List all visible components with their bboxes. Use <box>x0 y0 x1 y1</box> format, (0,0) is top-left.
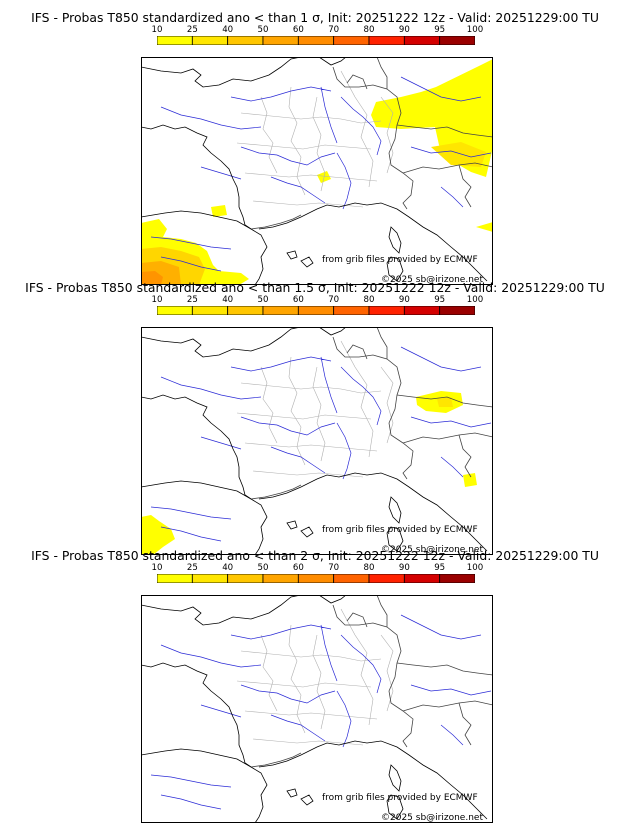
colorbar-tick-label: 95 <box>434 295 446 305</box>
copyright-text: ©2025 sb@irizone.net <box>381 545 483 555</box>
map-frame <box>141 327 493 555</box>
colorbar-tick-label: 95 <box>434 563 446 573</box>
colorbar-segment <box>368 574 405 583</box>
region-borders <box>236 70 394 208</box>
colorbar-ticks: 10 25 40 50 60 70 80 90 95 100 <box>152 295 484 306</box>
credit-text: from grib files provided by ECMWF <box>322 793 478 803</box>
colorbar-segment <box>227 306 264 315</box>
panel-title: IFS - Probas T850 standardized ano < tha… <box>25 280 605 295</box>
colorbar <box>157 574 475 583</box>
coastline <box>141 327 488 555</box>
colorbar-tick-label: 10 <box>151 563 163 573</box>
colorbar-tick-label: 90 <box>398 25 410 35</box>
map: from grib files provided by ECMWF ©2025 … <box>141 595 493 823</box>
colorbar-segment <box>333 574 370 583</box>
colorbar-ticks: 10 25 40 50 60 70 80 90 95 100 <box>152 25 484 36</box>
colorbar-segment <box>191 574 229 583</box>
colorbar-segment <box>262 574 299 583</box>
colorbar-segment <box>439 574 475 583</box>
map-panel-3: IFS - Probas T850 standardized ano < tha… <box>0 547 630 823</box>
colorbar-tick-label: 100 <box>466 563 484 573</box>
colorbar-segment <box>403 574 441 583</box>
colorbar-tick-label: 70 <box>328 295 340 305</box>
colorbar-segment <box>157 574 193 583</box>
colorbar-tick-label: 50 <box>257 25 269 35</box>
colorbar-segment <box>227 574 264 583</box>
colorbar-tick-label: 80 <box>363 25 375 35</box>
map-base <box>141 327 493 555</box>
colorbar-tick-label: 25 <box>186 563 198 573</box>
colorbar-tick-label: 25 <box>186 25 198 35</box>
colorbar-segment <box>262 306 299 315</box>
country-borders <box>244 57 493 230</box>
colorbar-segment <box>403 36 441 45</box>
colorbar <box>157 306 475 315</box>
region-borders <box>236 608 394 746</box>
region-borders <box>236 340 394 478</box>
credit-text: from grib files provided by ECMWF <box>322 255 478 265</box>
colorbar-segment <box>368 36 405 45</box>
colorbar-tick-label: 40 <box>222 25 234 35</box>
credit-text: from grib files provided by ECMWF <box>322 525 478 535</box>
copyright-text: ©2025 sb@irizone.net <box>381 275 483 285</box>
colorbar-segment <box>297 574 335 583</box>
colorbar-tick-label: 60 <box>292 295 304 305</box>
copyright-text: ©2025 sb@irizone.net <box>381 813 483 823</box>
colorbar-segment <box>191 36 229 45</box>
rivers <box>150 346 492 542</box>
map: from grib files provided by ECMWF ©2025 … <box>141 327 493 555</box>
colorbar-tick-label: 25 <box>186 295 198 305</box>
colorbar-tick-label: 50 <box>257 563 269 573</box>
colorbar-tick-label: 60 <box>292 563 304 573</box>
colorbar-segment <box>439 306 475 315</box>
map-base <box>141 57 493 285</box>
colorbar-segment <box>157 36 193 45</box>
colorbar-segment <box>297 36 335 45</box>
colorbar-segment <box>333 306 370 315</box>
colorbar-segment <box>227 36 264 45</box>
map-frame <box>141 57 493 285</box>
colorbar-segment <box>368 306 405 315</box>
panel-title: IFS - Probas T850 standardized ano < tha… <box>31 548 599 563</box>
coastline <box>141 595 488 823</box>
probability-shading-1 <box>141 59 493 285</box>
colorbar-tick-label: 80 <box>363 563 375 573</box>
colorbar-tick-label: 70 <box>328 563 340 573</box>
colorbar-tick-label: 95 <box>434 25 446 35</box>
colorbar-tick-label: 40 <box>222 295 234 305</box>
colorbar-tick-label: 80 <box>363 295 375 305</box>
colorbar-tick-label: 90 <box>398 563 410 573</box>
colorbar-segment <box>157 306 193 315</box>
colorbar-tick-label: 10 <box>151 25 163 35</box>
country-borders <box>244 595 493 768</box>
map: from grib files provided by ECMWF ©2025 … <box>141 57 493 285</box>
map-base <box>141 595 493 823</box>
colorbar-ticks: 10 25 40 50 60 70 80 90 95 100 <box>152 563 484 574</box>
probability-shading-2 <box>141 391 477 555</box>
colorbar-tick-label: 90 <box>398 295 410 305</box>
panel-title: IFS - Probas T850 standardized ano < tha… <box>31 10 599 25</box>
colorbar-tick-label: 100 <box>466 25 484 35</box>
colorbar-segment <box>333 36 370 45</box>
colorbar-tick-label: 50 <box>257 295 269 305</box>
colorbar-segment <box>439 36 475 45</box>
map-panel-2: IFS - Probas T850 standardized ano < tha… <box>0 279 630 555</box>
colorbar <box>157 36 475 45</box>
colorbar-tick-label: 10 <box>151 295 163 305</box>
colorbar-segment <box>403 306 441 315</box>
colorbar-segment <box>262 36 299 45</box>
colorbar-tick-label: 70 <box>328 25 340 35</box>
map-panel-1: IFS - Probas T850 standardized ano < tha… <box>0 9 630 285</box>
colorbar-tick-label: 100 <box>466 295 484 305</box>
colorbar-segment <box>297 306 335 315</box>
colorbar-segment <box>191 306 229 315</box>
colorbar-tick-label: 40 <box>222 563 234 573</box>
colorbar-tick-label: 60 <box>292 25 304 35</box>
map-frame <box>141 595 493 823</box>
rivers <box>150 76 492 272</box>
country-borders <box>244 327 493 500</box>
rivers <box>150 614 492 810</box>
coastline <box>141 57 488 285</box>
